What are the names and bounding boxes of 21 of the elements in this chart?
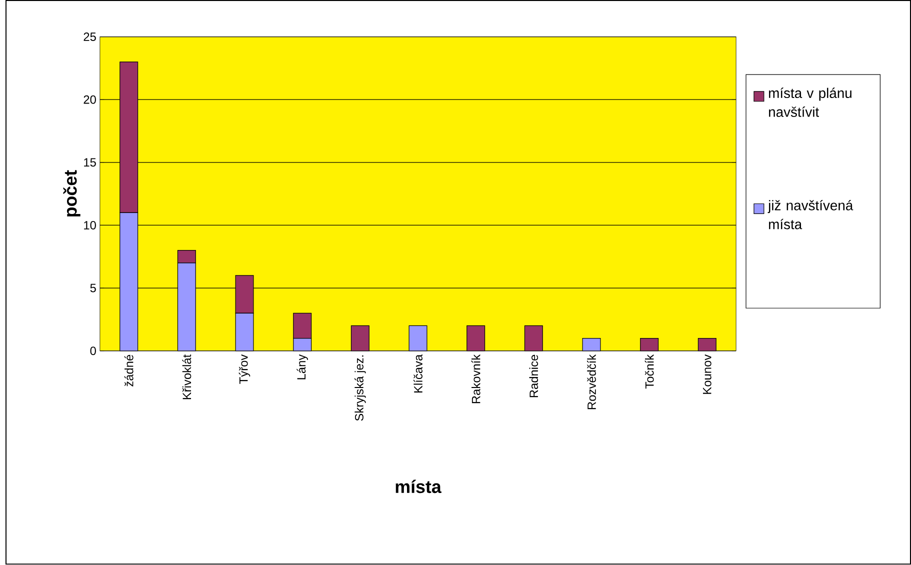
x-tick-label: Týřov [238, 354, 250, 384]
y-tick-label: 20 [84, 96, 96, 104]
x-tick-label: Rozvědčík [587, 354, 596, 410]
x-tick-label: Křivoklát [182, 354, 192, 400]
x-tick-label: Klíčava [414, 354, 422, 393]
y-tick-label: 25 [84, 32, 96, 42]
y-tick-label: 15 [84, 158, 96, 167]
legend-label: místa v plánu navštívit [769, 88, 852, 118]
legend-label: již navštívená místa [768, 200, 854, 230]
x-tick-label: Skryjská jez. [354, 356, 366, 421]
y-axis-title: počet [63, 170, 80, 217]
x-tick-label: Rakovník [471, 354, 480, 404]
x-tick-label: Točník [644, 354, 654, 389]
x-tick-label: Lány [296, 354, 308, 380]
y-tick-label: 0 [90, 346, 96, 356]
x-tick-label: Kounov [702, 354, 712, 394]
x-tick-label: žádné [124, 355, 134, 387]
y-tick-label: 5 [90, 284, 96, 292]
y-tick-label: 10 [84, 221, 96, 230]
x-axis-title: místa [396, 480, 442, 494]
x-tick-label: Radnice [529, 355, 538, 398]
